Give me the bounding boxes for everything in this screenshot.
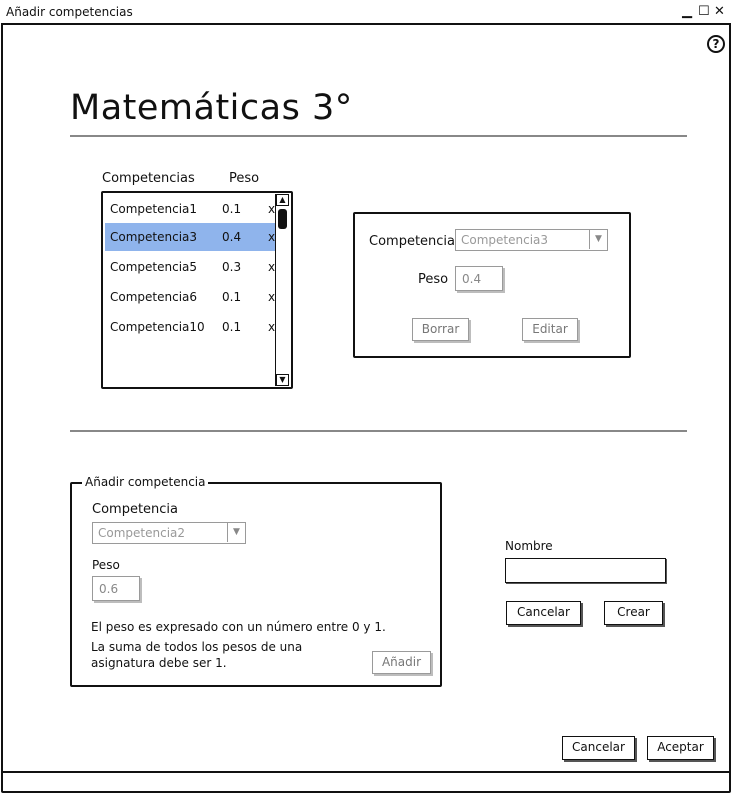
- list-item-weight: 0.3: [222, 260, 242, 274]
- help-icon[interactable]: ?: [707, 35, 725, 53]
- create-cancel-button[interactable]: Cancelar: [506, 601, 581, 625]
- title-bar: Añadir competencias ▁ ☐ ✕: [1, 1, 731, 25]
- list-item[interactable]: Competencia1 0.1 x: [105, 195, 275, 223]
- add-competencia-value: Competencia2: [98, 526, 186, 540]
- section-divider: [70, 430, 687, 432]
- title-divider: [70, 135, 687, 137]
- list-item-name: Competencia5: [110, 260, 198, 274]
- competencias-list[interactable]: Competencia1 0.1 x Competencia3 0.4 x Co…: [101, 191, 293, 389]
- chevron-down-icon[interactable]: ▼: [227, 523, 245, 542]
- delete-icon[interactable]: x: [268, 202, 276, 216]
- scroll-down-icon[interactable]: ▼: [276, 374, 289, 386]
- add-peso-value: 0.6: [99, 582, 119, 596]
- close-icon[interactable]: ✕: [714, 4, 725, 19]
- list-item[interactable]: Competencia10 0.1 x: [105, 313, 275, 341]
- list-item-weight: 0.1: [222, 320, 242, 334]
- hint-text-range: El peso es expresado con un número entre…: [91, 620, 386, 634]
- chevron-down-icon[interactable]: ▼: [589, 230, 607, 249]
- edit-competencia-label: Competencia: [369, 234, 456, 249]
- hint-text-sum-line1: La suma de todos los pesos de una: [91, 640, 303, 654]
- window-title: Añadir competencias: [6, 5, 133, 19]
- edit-competencia-select[interactable]: Competencia3 ▼: [455, 229, 608, 251]
- nombre-input[interactable]: [505, 558, 666, 583]
- list-item[interactable]: Competencia6 0.1 x: [105, 283, 275, 311]
- hint-text-sum-line2: asignatura debe ser 1.: [91, 656, 227, 670]
- edit-button[interactable]: Editar: [522, 318, 578, 341]
- delete-icon[interactable]: x: [268, 230, 276, 244]
- status-bar: [1, 771, 731, 793]
- list-item[interactable]: Competencia5 0.3 x: [105, 253, 275, 281]
- scroll-up-icon[interactable]: ▲: [276, 194, 289, 206]
- create-button[interactable]: Crear: [604, 601, 663, 625]
- add-competencia-panel-title: Añadir competencia: [82, 475, 209, 489]
- list-item-weight: 0.4: [222, 230, 242, 244]
- delete-button[interactable]: Borrar: [412, 318, 469, 341]
- add-peso-label: Peso: [92, 558, 120, 572]
- minimize-icon[interactable]: ▁: [682, 4, 692, 19]
- page-title: Matemáticas 3°: [70, 88, 353, 128]
- delete-icon[interactable]: x: [268, 320, 276, 334]
- list-item-name: Competencia10: [110, 320, 205, 334]
- list-item-weight: 0.1: [222, 202, 242, 216]
- add-competencia-label: Competencia: [92, 502, 179, 517]
- list-header-competencias: Competencias: [102, 171, 195, 186]
- edit-competencia-value: Competencia3: [461, 233, 549, 247]
- list-header-peso: Peso: [229, 171, 260, 186]
- list-item-weight: 0.1: [222, 290, 242, 304]
- nombre-label: Nombre: [505, 539, 553, 553]
- delete-icon[interactable]: x: [268, 290, 276, 304]
- add-button[interactable]: Añadir: [372, 651, 431, 674]
- list-item-name: Competencia6: [110, 290, 198, 304]
- add-peso-field[interactable]: 0.6: [92, 576, 140, 601]
- add-competencia-select[interactable]: Competencia2 ▼: [92, 522, 246, 544]
- cancel-button[interactable]: Cancelar: [562, 736, 635, 760]
- list-item-selected[interactable]: Competencia3 0.4 x: [105, 223, 275, 251]
- delete-icon[interactable]: x: [268, 260, 276, 274]
- edit-peso-label: Peso: [418, 272, 449, 287]
- accept-button[interactable]: Aceptar: [647, 736, 714, 760]
- edit-peso-value: 0.4: [462, 272, 482, 286]
- scroll-thumb[interactable]: [278, 209, 287, 229]
- list-item-name: Competencia3: [110, 230, 198, 244]
- edit-peso-field[interactable]: 0.4: [455, 266, 503, 291]
- list-item-name: Competencia1: [110, 202, 198, 216]
- maximize-icon[interactable]: ☐: [698, 4, 710, 19]
- list-scrollbar[interactable]: ▲ ▼: [275, 194, 290, 386]
